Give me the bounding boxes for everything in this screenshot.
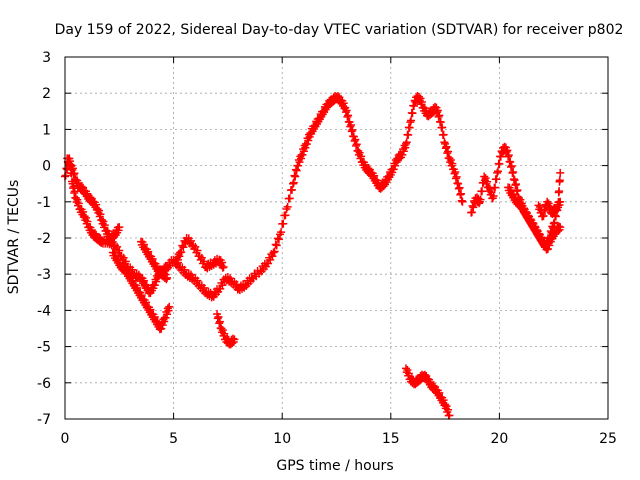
data-point — [163, 273, 172, 282]
data-point-interp — [179, 243, 188, 252]
y-axis-label: SDTVAR / TECUs — [6, 180, 22, 295]
series-sdtvar-main-trace — [61, 92, 467, 302]
data-point — [556, 168, 565, 177]
series-sdtvar-upper-branch — [63, 154, 124, 244]
y-tick-label: -2 — [37, 231, 51, 247]
data-point-interp — [200, 283, 209, 292]
data-point-interp — [555, 187, 564, 196]
grid-lines — [65, 57, 608, 419]
data-point-interp — [193, 276, 202, 285]
plot-frame — [64, 56, 609, 420]
data-point-interp — [289, 178, 298, 187]
series-sdtvar-lower-branch — [108, 248, 174, 334]
data-point-interp — [402, 138, 411, 147]
data-point-interp — [291, 172, 300, 181]
data-point-interp — [270, 247, 279, 256]
data-point-interp — [512, 180, 521, 189]
data-point — [219, 262, 228, 271]
data-point-interp — [177, 248, 186, 257]
data-point-interp — [509, 168, 518, 177]
series-sdtvar-hump-segment — [171, 234, 228, 273]
x-axis-label: GPS time / hours — [276, 458, 393, 474]
y-tick-label: -3 — [37, 267, 51, 283]
data-point-interp — [61, 171, 70, 180]
data-point-interp — [555, 176, 564, 185]
chart-title: Day 159 of 2022, Sidereal Day-to-day VTE… — [55, 22, 624, 38]
data-point — [269, 248, 278, 257]
data-point-interp — [128, 265, 137, 274]
data-point-interp — [283, 202, 292, 211]
data-points — [61, 92, 565, 420]
data-point-interp — [285, 194, 294, 203]
data-point-interp — [439, 130, 448, 139]
y-tick-label: 3 — [42, 50, 51, 66]
data-point-interp — [408, 109, 417, 118]
data-point-interp — [281, 211, 290, 220]
data-point — [115, 223, 124, 232]
data-point-interp — [274, 235, 283, 244]
data-point-interp — [438, 123, 447, 132]
data-point-interp — [271, 240, 280, 249]
series-sdtvar-late-right-branch — [534, 197, 565, 221]
data-point-interp — [268, 252, 277, 261]
data-point — [445, 411, 454, 420]
x-tick-label: 25 — [599, 431, 617, 447]
y-tick-label: -4 — [37, 303, 51, 319]
data-point — [165, 302, 174, 311]
series-sdtvar-dip-segment — [213, 310, 239, 349]
data-point-interp — [550, 218, 559, 227]
data-point-interp — [186, 236, 195, 245]
data-point-interp — [200, 257, 209, 266]
data-point-interp — [272, 241, 281, 250]
data-point-interp — [476, 195, 485, 204]
y-tick-label: -6 — [37, 376, 51, 392]
data-point-interp — [457, 189, 466, 198]
data-point-interp — [121, 257, 130, 266]
x-tick-label: 0 — [61, 431, 70, 447]
data-point — [247, 273, 256, 282]
y-tick-label: 2 — [42, 86, 51, 102]
data-point-interp — [495, 159, 504, 168]
data-point-interp — [493, 167, 502, 176]
data-point-interp — [489, 191, 498, 200]
data-point-interp — [193, 246, 202, 255]
x-tick-label: 20 — [490, 431, 508, 447]
data-point — [556, 223, 565, 232]
data-point-interp — [287, 185, 296, 194]
x-tick-label: 15 — [382, 431, 400, 447]
data-point-interp — [507, 162, 516, 171]
y-tick-label: -1 — [37, 195, 51, 211]
y-tick-label: -5 — [37, 340, 51, 356]
series-sdtvar-mid-branch — [137, 237, 172, 284]
y-tick-label: 0 — [42, 159, 51, 175]
data-point — [556, 197, 565, 206]
data-point-interp — [491, 183, 500, 192]
y-tick-label: 1 — [42, 122, 51, 138]
y-tick-label: -7 — [37, 412, 51, 428]
data-point — [230, 335, 239, 344]
data-point-interp — [455, 183, 464, 192]
data-point-interp — [478, 187, 487, 196]
x-tick-label: 10 — [273, 431, 291, 447]
series-sdtvar-late-lower-branch — [504, 183, 565, 254]
x-tick-label: 5 — [169, 431, 178, 447]
series-sdtvar-low-isolated-segment — [402, 364, 454, 420]
data-point-interp — [277, 228, 286, 237]
data-point-interp — [404, 131, 413, 140]
data-point — [458, 197, 467, 206]
data-point-interp — [115, 246, 124, 255]
data-point-interp — [180, 265, 189, 274]
data-point-interp — [279, 219, 288, 228]
data-point-interp — [407, 116, 416, 125]
data-point-interp — [273, 234, 282, 243]
